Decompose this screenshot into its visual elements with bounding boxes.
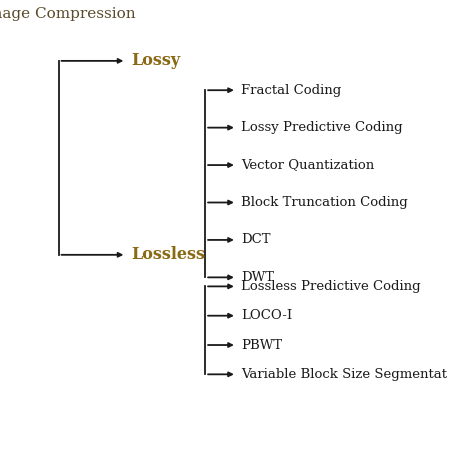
- Text: Image Compression: Image Compression: [0, 7, 136, 21]
- Text: Lossy Predictive Coding: Lossy Predictive Coding: [241, 121, 403, 134]
- Text: DCT: DCT: [241, 234, 271, 246]
- Text: Lossless Predictive Coding: Lossless Predictive Coding: [241, 280, 421, 293]
- Text: Vector Quantization: Vector Quantization: [241, 159, 374, 171]
- Text: Variable Block Size Segmentat: Variable Block Size Segmentat: [241, 368, 447, 381]
- Text: PBWT: PBWT: [241, 339, 282, 351]
- Text: Lossless: Lossless: [131, 246, 205, 263]
- Text: Lossy: Lossy: [131, 52, 180, 69]
- Text: LOCO-I: LOCO-I: [241, 309, 293, 322]
- Text: Block Truncation Coding: Block Truncation Coding: [241, 196, 408, 209]
- Text: DWT: DWT: [241, 271, 274, 284]
- Text: Fractal Coding: Fractal Coding: [241, 84, 341, 97]
